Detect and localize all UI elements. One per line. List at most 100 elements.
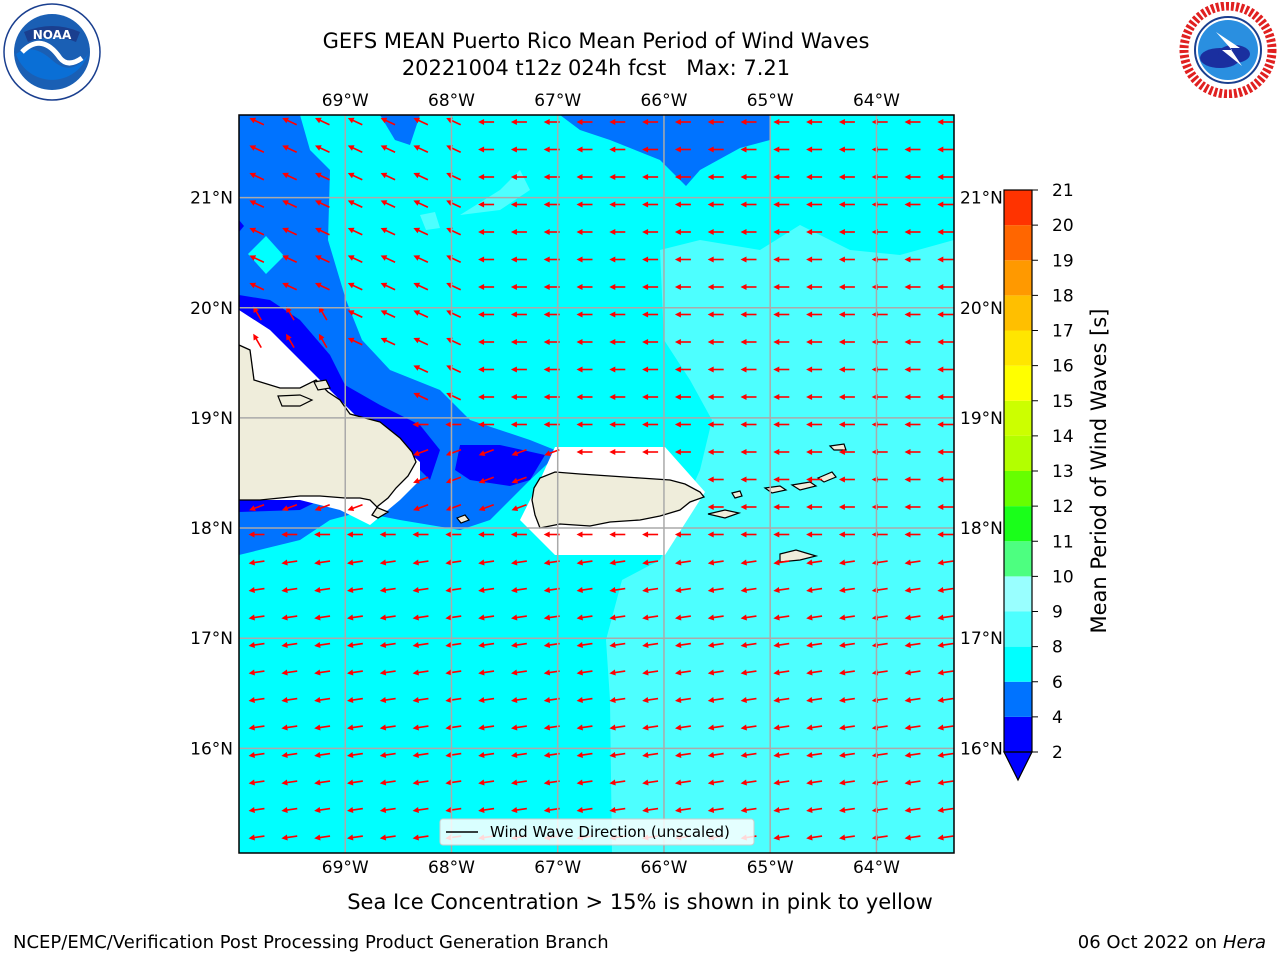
wind-arrow-icon: [937, 587, 954, 593]
wind-arrow-icon: [314, 807, 331, 813]
wind-arrow-icon: [478, 311, 495, 318]
wind-arrow-icon: [248, 614, 265, 621]
wind-arrow-icon: [346, 531, 363, 538]
period-4-6-patch: [248, 236, 284, 274]
wind-arrow-icon: [773, 669, 790, 676]
lon-tick-label: 64°W: [853, 91, 900, 111]
wind-arrow-icon: [347, 200, 363, 208]
wind-arrow-icon: [707, 476, 724, 483]
wind-arrow-icon: [806, 311, 823, 318]
wind-arrow-icon: [609, 807, 626, 813]
wind-arrow-icon: [740, 531, 757, 538]
wind-arrow-icon: [478, 449, 494, 457]
wind-arrow-icon: [412, 421, 429, 428]
wind-arrow-icon: [379, 642, 396, 648]
lon-tick-label: 66°W: [640, 91, 687, 111]
wind-arrow-icon: [478, 779, 495, 786]
wind-arrow-icon: [510, 531, 527, 538]
lat-tick-label: 19°N: [190, 409, 233, 429]
colorbar-segment: [1004, 611, 1032, 647]
wind-arrow-icon: [937, 311, 954, 318]
wind-arrow-icon: [510, 697, 527, 703]
lon-tick-label: 69°W: [322, 858, 369, 878]
wind-arrow-icon: [773, 174, 790, 180]
wind-arrow-icon: [674, 311, 691, 318]
wind-arrow-icon: [740, 146, 757, 153]
wind-arrow-icon: [904, 559, 921, 566]
wind-arrow-icon: [249, 145, 265, 153]
wind-arrow-icon: [314, 642, 331, 648]
island-anegada: [828, 443, 847, 451]
colorbar-tick-label: 4: [1052, 708, 1063, 728]
wind-arrow-icon: [379, 779, 396, 786]
wind-arrow-icon: [510, 229, 527, 235]
wind-arrow-icon: [478, 476, 494, 484]
wind-arrow-icon: [773, 284, 790, 290]
wind-arrow-icon: [609, 311, 626, 318]
wind-arrow-icon: [838, 697, 855, 703]
footer-host: Hera: [1222, 932, 1266, 953]
wind-arrow-icon: [674, 449, 691, 455]
wind-arrow-icon: [838, 284, 855, 290]
wind-arrow-icon: [773, 559, 790, 566]
wind-arrow-icon: [412, 779, 429, 786]
wind-arrow-icon: [740, 697, 757, 703]
wind-arrow-icon: [510, 284, 527, 290]
wind-arrow-icon: [806, 256, 823, 263]
wind-arrow-icon: [576, 146, 593, 153]
wind-arrow-icon: [412, 614, 429, 621]
colorbar-segment: [1004, 400, 1032, 436]
wind-arrow-icon: [740, 119, 757, 125]
colorbar-segment: [1004, 330, 1032, 366]
wind-arrow-icon: [838, 834, 855, 841]
wind-arrow-icon: [674, 752, 691, 758]
wind-arrow-icon: [707, 752, 724, 758]
lon-tick-label: 65°W: [747, 91, 794, 111]
colorbar-segment: [1004, 365, 1032, 401]
wind-arrow-icon: [314, 172, 330, 181]
wind-arrow-icon: [707, 669, 724, 676]
wind-arrow-icon: [248, 531, 265, 538]
wind-arrow-icon: [314, 117, 330, 126]
wind-arrow-icon: [609, 394, 626, 400]
wind-arrow-icon: [707, 449, 724, 455]
wind-arrow-icon: [576, 697, 593, 703]
wind-arrow-icon: [707, 779, 724, 786]
wind-arrow-icon: [510, 146, 527, 153]
period-6-8-patch: [420, 212, 440, 230]
period-6-8-patch: [460, 170, 530, 215]
wind-arrow-icon: [937, 807, 954, 813]
wind-arrow-icon: [838, 779, 855, 786]
island-mona: [456, 514, 470, 524]
wind-arrow-icon: [773, 834, 790, 841]
wind-arrow-icon: [445, 421, 462, 428]
wind-arrow-icon: [707, 339, 724, 345]
wind-arrow-icon: [806, 421, 823, 428]
wind-arrow-icon: [773, 587, 790, 593]
wind-arrow-icon: [740, 476, 757, 483]
map-area: [239, 115, 954, 853]
wind-arrow-icon: [904, 394, 921, 400]
wind-arrow-icon: [445, 587, 462, 593]
wind-arrow-icon: [286, 333, 295, 349]
wind-arrow-icon: [838, 256, 855, 263]
wind-arrow-icon: [806, 669, 823, 676]
wind-arrow-icon: [346, 807, 363, 813]
latitude-tick-labels: 21°N 21°N 20°N 20°N 19°N 19°N 18°N 18°N 17°N 17°N…: [190, 189, 1003, 760]
wind-arrow-icon: [773, 256, 790, 263]
wind-arrow-icon: [937, 779, 954, 786]
wind-arrow-icon: [413, 365, 429, 373]
nws-logo-icon: [1179, 2, 1277, 98]
wind-arrow-icon: [281, 697, 298, 703]
lat-tick-label: 19°N: [960, 409, 1003, 429]
wind-arrow-icon: [740, 229, 757, 235]
wind-arrow-icon: [380, 145, 396, 153]
wind-arrow-icon: [478, 724, 495, 731]
wind-arrow-icon: [609, 284, 626, 290]
wind-arrow-icon: [314, 145, 330, 153]
wind-arrow-icon: [609, 256, 626, 263]
wind-arrow-icon: [478, 752, 495, 758]
wind-arrow-icon: [576, 559, 593, 566]
wind-arrow-icon: [510, 559, 527, 566]
